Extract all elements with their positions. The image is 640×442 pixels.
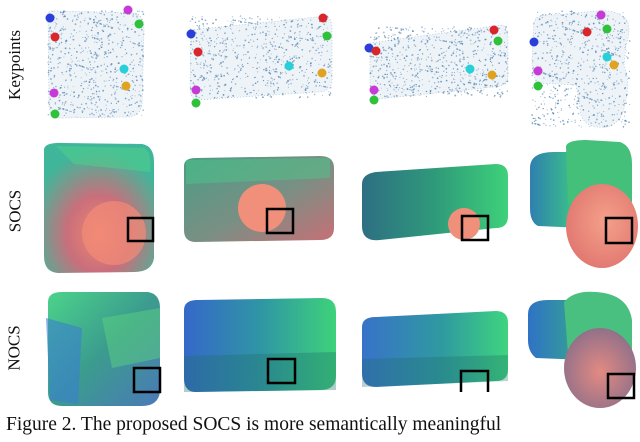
keypoint-yellow — [121, 81, 131, 91]
nocs-object-4 — [524, 290, 639, 412]
highlight-box — [606, 372, 636, 400]
highlight-box — [265, 207, 295, 235]
keypoint-blue — [45, 13, 55, 23]
figure-caption: Figure 2. The proposed SOCS is more sema… — [6, 414, 502, 435]
keypoint-blue — [529, 37, 539, 47]
keypoint-green — [602, 24, 612, 34]
nocs-object-3 — [356, 307, 511, 392]
keypoint-yellow — [317, 68, 327, 78]
highlight-box — [459, 369, 490, 392]
nocs-object-1 — [42, 288, 167, 413]
keypoint-green-2 — [533, 81, 543, 91]
keypoint-purple — [369, 85, 379, 95]
socs-object-2 — [180, 152, 338, 247]
keypoint-blue — [186, 29, 196, 39]
keypoint-red-2 — [489, 25, 499, 35]
keypoint-green-2 — [50, 109, 60, 119]
keypoint-purple — [596, 10, 606, 20]
nocs-object-2 — [180, 296, 340, 396]
keypoints-object-2 — [186, 10, 336, 108]
keypoints-object-3 — [362, 15, 512, 105]
row-label-nocs: NOCS — [5, 324, 25, 371]
row-label-socs: SOCS — [5, 189, 24, 232]
keypoint-yellow — [487, 70, 497, 80]
keypoint-cyan — [465, 64, 475, 74]
keypoint-purple-2 — [533, 66, 543, 76]
keypoint-cyan — [284, 61, 294, 71]
keypoint-green-2 — [369, 95, 379, 105]
keypoint-green — [322, 31, 332, 41]
highlight-box — [132, 366, 162, 394]
keypoint-red — [50, 32, 60, 42]
highlight-box — [460, 214, 490, 242]
keypoint-purple-2 — [49, 88, 59, 98]
keypoint-cyan — [602, 52, 612, 62]
keypoint-blue — [364, 43, 374, 53]
keypoint-green — [493, 36, 503, 46]
keypoints-object-1 — [40, 5, 155, 123]
keypoints-object-4 — [526, 5, 636, 133]
highlight-box — [126, 216, 155, 243]
keypoint-red — [582, 27, 592, 37]
keypoint-green — [134, 19, 144, 29]
socs-object-4 — [524, 138, 639, 278]
socs-object-1 — [34, 138, 164, 278]
keypoint-cyan — [119, 64, 129, 74]
keypoint-yellow — [609, 60, 619, 70]
keypoint-red — [193, 47, 203, 57]
row-label-keypoints: Keypoints — [5, 30, 25, 100]
socs-object-3 — [356, 160, 511, 245]
keypoint-purple — [123, 5, 133, 15]
highlight-box — [604, 216, 634, 245]
keypoint-purple — [191, 85, 201, 95]
keypoint-green-2 — [191, 98, 201, 108]
highlight-box — [266, 357, 297, 385]
keypoint-red — [371, 46, 381, 56]
keypoint-red-2 — [318, 13, 328, 23]
